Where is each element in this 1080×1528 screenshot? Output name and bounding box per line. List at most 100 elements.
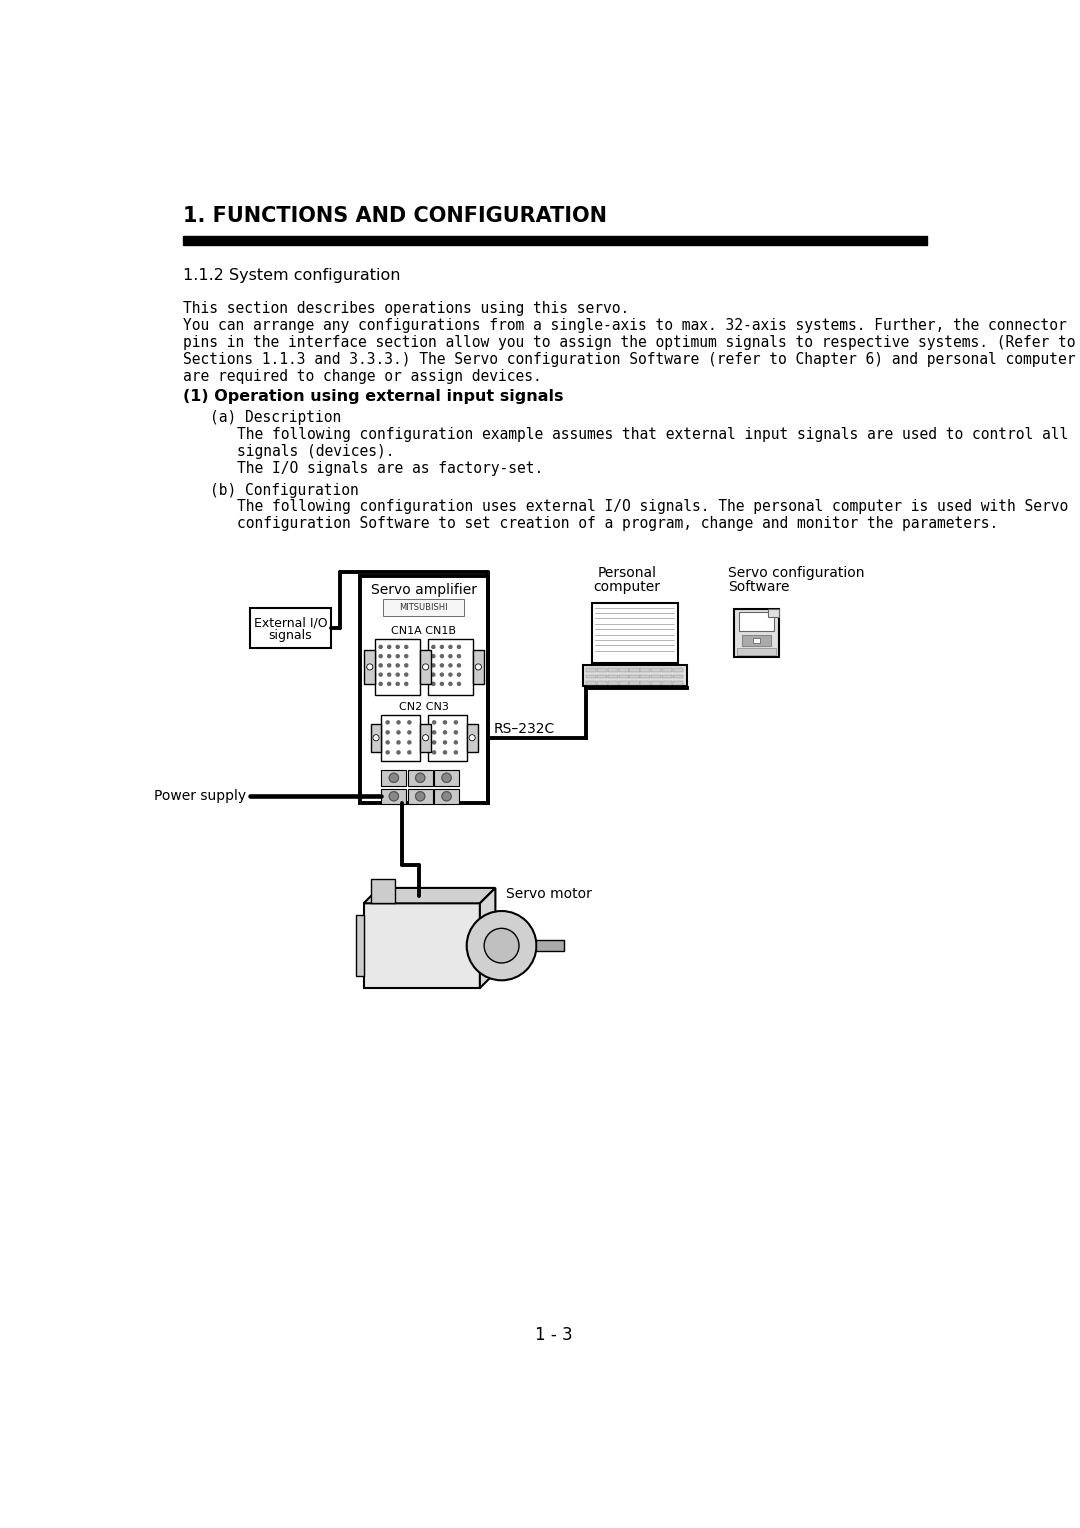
Text: 1. FUNCTIONS AND CONFIGURATION: 1. FUNCTIONS AND CONFIGURATION	[183, 206, 607, 226]
Circle shape	[444, 721, 446, 724]
Text: Servo amplifier: Servo amplifier	[370, 582, 476, 597]
Circle shape	[449, 645, 451, 648]
Circle shape	[379, 683, 382, 686]
Text: 1 - 3: 1 - 3	[535, 1325, 572, 1343]
Bar	[608, 668, 618, 672]
Circle shape	[442, 773, 451, 782]
Circle shape	[397, 721, 400, 724]
Circle shape	[396, 663, 400, 666]
Bar	[381, 788, 406, 804]
Circle shape	[444, 741, 446, 744]
Bar	[434, 770, 459, 785]
Bar	[597, 675, 607, 678]
Bar	[420, 724, 431, 752]
Bar	[630, 675, 639, 678]
Bar	[619, 668, 629, 672]
Bar	[356, 915, 364, 976]
Polygon shape	[364, 888, 496, 903]
Text: CN2 CN3: CN2 CN3	[399, 701, 448, 712]
Circle shape	[444, 730, 446, 733]
Circle shape	[387, 741, 389, 744]
Circle shape	[416, 792, 424, 801]
Bar	[742, 636, 771, 646]
Bar	[383, 599, 464, 616]
Text: MITSUBISHI: MITSUBISHI	[400, 604, 448, 613]
Circle shape	[458, 672, 460, 677]
Circle shape	[455, 721, 458, 724]
Circle shape	[449, 683, 451, 686]
Circle shape	[405, 683, 408, 686]
Text: pins in the interface section allow you to assign the optimum signals to respect: pins in the interface section allow you …	[183, 335, 1076, 350]
Bar	[408, 770, 433, 785]
Bar	[673, 675, 683, 678]
Text: computer: computer	[594, 579, 661, 594]
Circle shape	[396, 683, 400, 686]
Bar	[375, 639, 420, 695]
Circle shape	[458, 683, 460, 686]
Circle shape	[458, 645, 460, 648]
Circle shape	[379, 645, 382, 648]
Circle shape	[455, 741, 458, 744]
Circle shape	[367, 663, 373, 669]
Circle shape	[388, 663, 391, 666]
Circle shape	[389, 792, 399, 801]
Bar	[734, 610, 779, 657]
Circle shape	[455, 730, 458, 733]
Circle shape	[442, 792, 451, 801]
Bar	[739, 613, 774, 631]
Circle shape	[455, 750, 458, 753]
Bar	[619, 681, 629, 685]
Circle shape	[433, 730, 435, 733]
Circle shape	[432, 672, 435, 677]
Circle shape	[458, 654, 460, 657]
Circle shape	[422, 735, 429, 741]
Bar	[630, 668, 639, 672]
Text: signals: signals	[269, 630, 312, 642]
Bar	[640, 668, 650, 672]
Text: 1.1.2 System configuration: 1.1.2 System configuration	[183, 269, 401, 284]
Bar	[651, 675, 661, 678]
Bar	[586, 675, 596, 678]
Bar	[662, 675, 672, 678]
Circle shape	[475, 663, 482, 669]
Bar	[630, 681, 639, 685]
Circle shape	[388, 645, 391, 648]
Circle shape	[389, 773, 399, 782]
Bar	[381, 770, 406, 785]
Bar	[738, 648, 775, 656]
Bar	[597, 668, 607, 672]
Circle shape	[397, 730, 400, 733]
Bar	[583, 665, 687, 686]
Text: (1) Operation using external input signals: (1) Operation using external input signa…	[183, 388, 564, 403]
Circle shape	[396, 654, 400, 657]
Circle shape	[441, 645, 444, 648]
Text: You can arrange any configurations from a single-axis to max. 32-axis systems. F: You can arrange any configurations from …	[183, 318, 1067, 333]
Bar	[673, 668, 683, 672]
Text: CN1A CN1B: CN1A CN1B	[391, 626, 456, 637]
Circle shape	[432, 663, 435, 666]
Text: Sections 1.1.3 and 3.3.3.) The Servo configuration Software (refer to Chapter 6): Sections 1.1.3 and 3.3.3.) The Servo con…	[183, 351, 1076, 367]
Bar	[592, 604, 677, 663]
Circle shape	[422, 663, 429, 669]
Bar	[537, 940, 564, 950]
Circle shape	[432, 683, 435, 686]
Text: The following configuration example assumes that external input signals are used: The following configuration example assu…	[238, 428, 1068, 442]
Bar	[651, 668, 661, 672]
Bar	[651, 681, 661, 685]
Text: (b) Configuration: (b) Configuration	[211, 483, 359, 498]
Bar	[640, 681, 650, 685]
Bar	[467, 724, 477, 752]
Circle shape	[396, 672, 400, 677]
Bar	[364, 903, 480, 989]
Circle shape	[397, 750, 400, 753]
Text: This section describes operations using this servo.: This section describes operations using …	[183, 301, 630, 316]
Circle shape	[379, 672, 382, 677]
Bar	[428, 639, 473, 695]
Circle shape	[484, 929, 519, 963]
Text: RS–232C: RS–232C	[494, 721, 555, 735]
Circle shape	[432, 645, 435, 648]
Bar	[586, 668, 596, 672]
Circle shape	[441, 663, 444, 666]
Circle shape	[379, 654, 382, 657]
Circle shape	[441, 683, 444, 686]
